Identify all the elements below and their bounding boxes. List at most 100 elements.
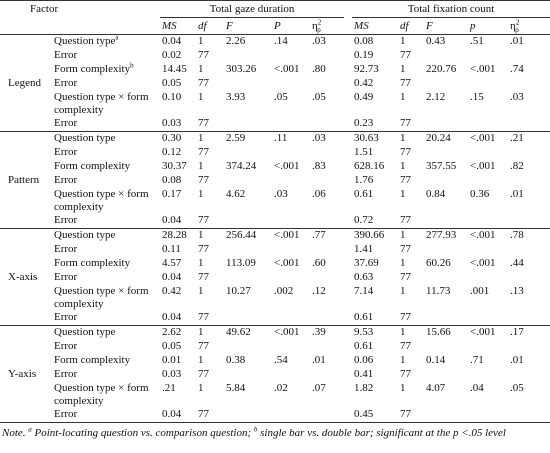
superscript: b xyxy=(130,61,134,70)
cell: 4.62 xyxy=(226,188,246,200)
cell: 1 xyxy=(198,382,204,394)
table-row: Error 0.04 77 0.63 77 xyxy=(0,271,550,285)
spacer xyxy=(344,325,353,340)
table-row: Error 0.08 77 1.76 77 xyxy=(0,174,550,188)
cell xyxy=(424,243,468,257)
label-text: Error xyxy=(54,243,78,255)
cell: 1 xyxy=(198,63,204,75)
cell xyxy=(424,77,468,91)
cell: 0.23 xyxy=(354,117,374,129)
cell xyxy=(272,174,310,188)
cell xyxy=(468,117,508,132)
row-label: Error xyxy=(52,408,160,422)
cell: 0.63 xyxy=(354,271,374,283)
cell: 0.72 xyxy=(354,214,374,226)
cell: 77 xyxy=(198,243,210,255)
group-header: Total fixation count xyxy=(352,0,550,18)
cell: 3.93 xyxy=(226,91,246,103)
cell: 0.19 xyxy=(354,49,374,61)
cell: <.001 xyxy=(468,131,509,146)
label-text: Question type xyxy=(54,35,116,47)
cell: 1 xyxy=(198,160,204,172)
cell: <.001 xyxy=(272,325,311,340)
cell: .03 xyxy=(510,91,524,103)
cell xyxy=(468,174,508,188)
cell xyxy=(310,271,344,285)
cell xyxy=(310,243,344,257)
cell xyxy=(424,311,468,326)
spacer xyxy=(344,243,352,257)
spacer xyxy=(344,49,352,63)
table-head: Factor Total gaze duration Total fixatio… xyxy=(0,0,550,35)
cell xyxy=(468,77,508,91)
cell: 10.27 xyxy=(226,285,251,297)
cell xyxy=(272,271,310,285)
cell: 113.09 xyxy=(226,257,256,269)
label-text: Question type × form complexity xyxy=(54,91,149,116)
spacer xyxy=(344,311,352,326)
symbol: η xyxy=(312,19,318,32)
cell: .15 xyxy=(470,91,484,103)
cell xyxy=(224,174,272,188)
cell: 1 xyxy=(198,91,204,103)
cell: .60 xyxy=(312,257,326,269)
label-text: Error xyxy=(54,146,78,158)
row-label: Error xyxy=(52,368,160,382)
label-text: Question type × form complexity xyxy=(54,382,149,407)
table-row: Question type × form complexity 0.17 1 4.62… xyxy=(0,188,550,214)
table-row: Error 0.03 77 0.23 77 xyxy=(0,117,550,132)
cell: <.001 xyxy=(468,228,509,243)
cell: 1 xyxy=(400,285,406,297)
label-text: Question type × form complexity xyxy=(54,285,149,310)
note-text: single bar vs. double bar; significant a… xyxy=(260,427,506,439)
cell xyxy=(310,117,344,132)
cell xyxy=(272,368,310,382)
table-row: Error 0.05 77 0.42 77 xyxy=(0,77,550,91)
cell xyxy=(508,271,550,285)
note-sup: b xyxy=(253,425,258,434)
cell: .11 xyxy=(272,131,311,146)
cell xyxy=(224,368,272,382)
cell: .03 xyxy=(312,35,326,47)
cell xyxy=(424,271,468,285)
factor-name: Legend xyxy=(8,76,41,89)
column-header: MS xyxy=(352,17,399,35)
cell: 0.03 xyxy=(162,368,182,380)
spacer xyxy=(344,146,352,160)
table-row: Form complexity 4.57 1 113.09 <.001 .60 37.69 1… xyxy=(0,257,550,271)
cell xyxy=(310,77,344,91)
cell: 1 xyxy=(196,325,225,340)
cell: 15.66 xyxy=(424,325,469,340)
factor-name: X-axis xyxy=(0,228,52,326)
row-label: Form complexity xyxy=(52,257,160,271)
cell: 0.61 xyxy=(354,340,374,352)
cell xyxy=(272,243,310,257)
cell xyxy=(272,408,310,422)
label-text: Error xyxy=(54,49,78,61)
cell: 0.06 xyxy=(354,354,374,366)
cell: 0.42 xyxy=(162,285,182,297)
cell: 0.05 xyxy=(162,77,182,89)
row-label: Error xyxy=(52,146,160,160)
cell: .44 xyxy=(510,257,524,269)
cell xyxy=(468,214,508,229)
cell: .01 xyxy=(510,354,524,366)
spacer xyxy=(344,408,352,422)
cell: <.001 xyxy=(274,160,300,172)
cell: 1 xyxy=(198,257,204,269)
table-row: Form complexity 30.37 1 374.24 <.001 .83 628.1… xyxy=(0,160,550,174)
cell xyxy=(310,49,344,63)
cell: .01 xyxy=(510,35,524,47)
cell: .83 xyxy=(312,160,326,172)
cell: 37.69 xyxy=(354,257,379,269)
group-header: Total gaze duration xyxy=(160,0,345,18)
cell xyxy=(424,368,468,382)
table-row: Legend Question typea 0.04 1 2.26.14.03 0.08 1… xyxy=(0,34,550,89)
cell: 20.24 xyxy=(424,131,469,146)
cell xyxy=(272,49,310,63)
cell xyxy=(272,117,310,132)
cell: 0.04 xyxy=(162,214,182,226)
cell xyxy=(424,340,468,354)
table-row: Error 0.11 77 1.41 77 xyxy=(0,243,550,257)
